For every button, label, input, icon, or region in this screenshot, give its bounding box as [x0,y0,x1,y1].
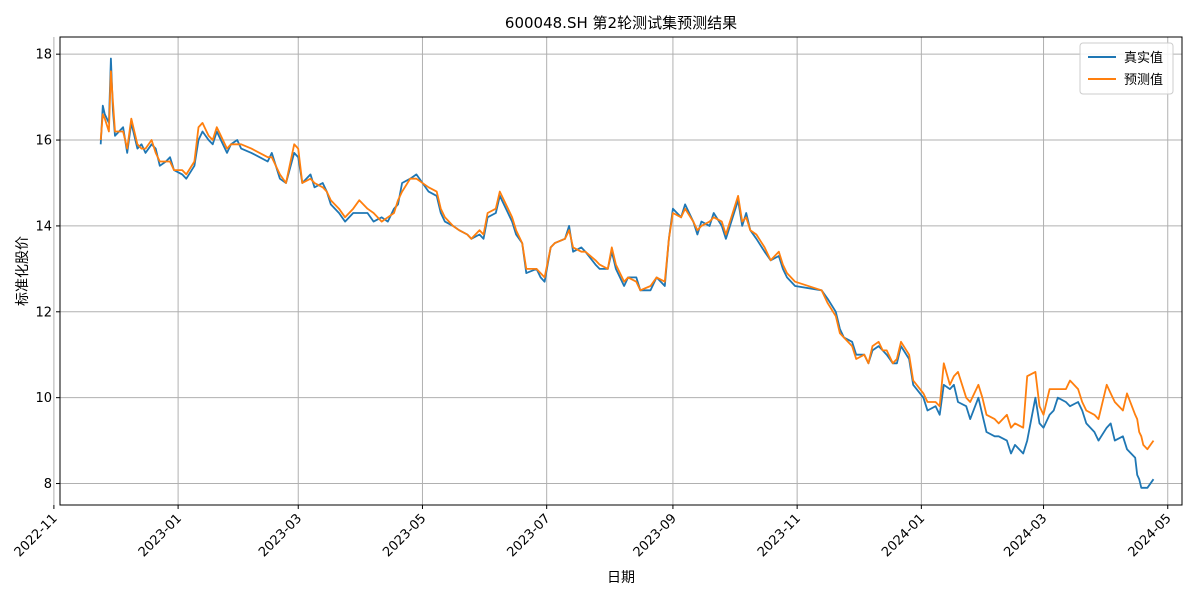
chart-title: 600048.SH 第2轮测试集预测结果 [505,14,737,32]
x-tick-label: 2023-05 [380,511,429,560]
legend-box [1079,42,1174,95]
y-tick-label: 8 [44,477,52,492]
x-tick-label: 2023-11 [755,511,804,560]
y-tick-label: 12 [35,305,52,320]
y-tick-label: 16 [35,134,52,149]
y-axis-title: 标准化股价 [15,236,31,306]
plot-area-frame [59,36,1183,506]
x-tick-label: 2023-09 [631,511,680,560]
legend-label: 真实值 [1124,50,1163,66]
x-axis-title: 日期 [607,570,635,586]
x-tick-label: 2023-03 [256,511,305,560]
x-tick-label: 2023-01 [136,511,185,560]
x-tick-label: 2023-07 [504,511,553,560]
series-line [99,57,1155,489]
y-tick-label: 14 [35,219,52,234]
x-tick-label: 2024-01 [879,511,928,560]
x-tick-label: 2022-11 [12,511,61,560]
x-tick-label: 2024-05 [1126,511,1175,560]
y-tick-label: 10 [35,391,52,406]
series-line [99,70,1155,451]
legend-label: 预测值 [1124,72,1163,88]
grid [53,37,1182,505]
y-tick-label: 18 [35,48,52,63]
x-tick-label: 2024-03 [1001,511,1050,560]
series-layer [99,57,1155,489]
